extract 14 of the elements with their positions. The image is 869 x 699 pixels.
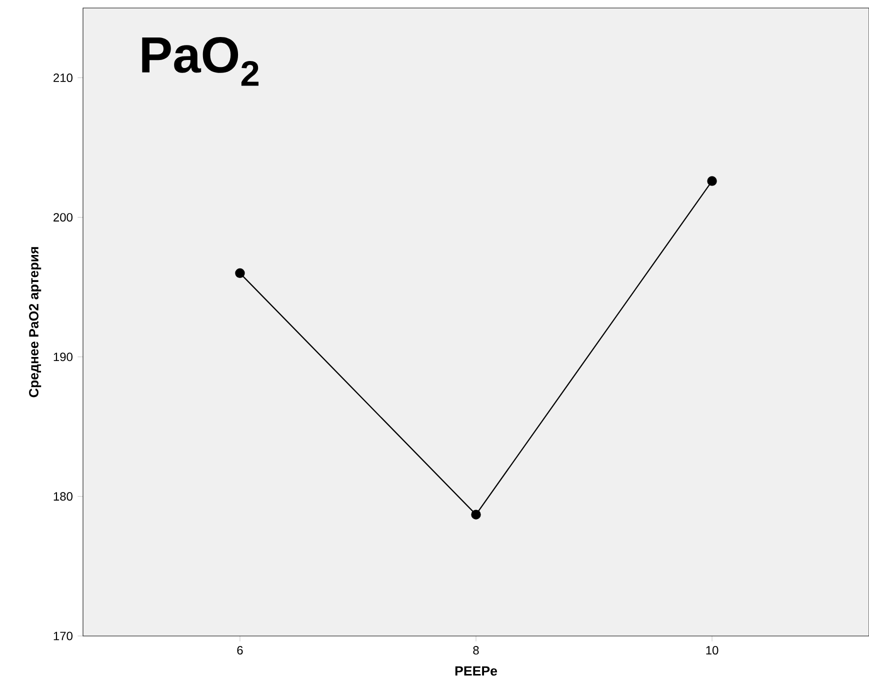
x-axis-title: PEEPe [455,666,498,676]
point [471,510,481,520]
y-axis-title: Среднее PaO2 артерия [29,247,42,398]
x-tick-label: 6 [237,646,243,655]
point [235,268,245,278]
y-tick-label: 210 [54,74,72,82]
y-tick-label: 200 [54,213,72,222]
y-tick-label: 190 [54,352,72,362]
x-tick-label: 8 [473,646,479,655]
x-tick-label: 10 [706,646,718,655]
y-tick-label: 180 [54,492,72,501]
text: PaO$_{2}$ [142,37,258,86]
y-tick-label: 170 [54,632,72,640]
point [707,176,717,186]
